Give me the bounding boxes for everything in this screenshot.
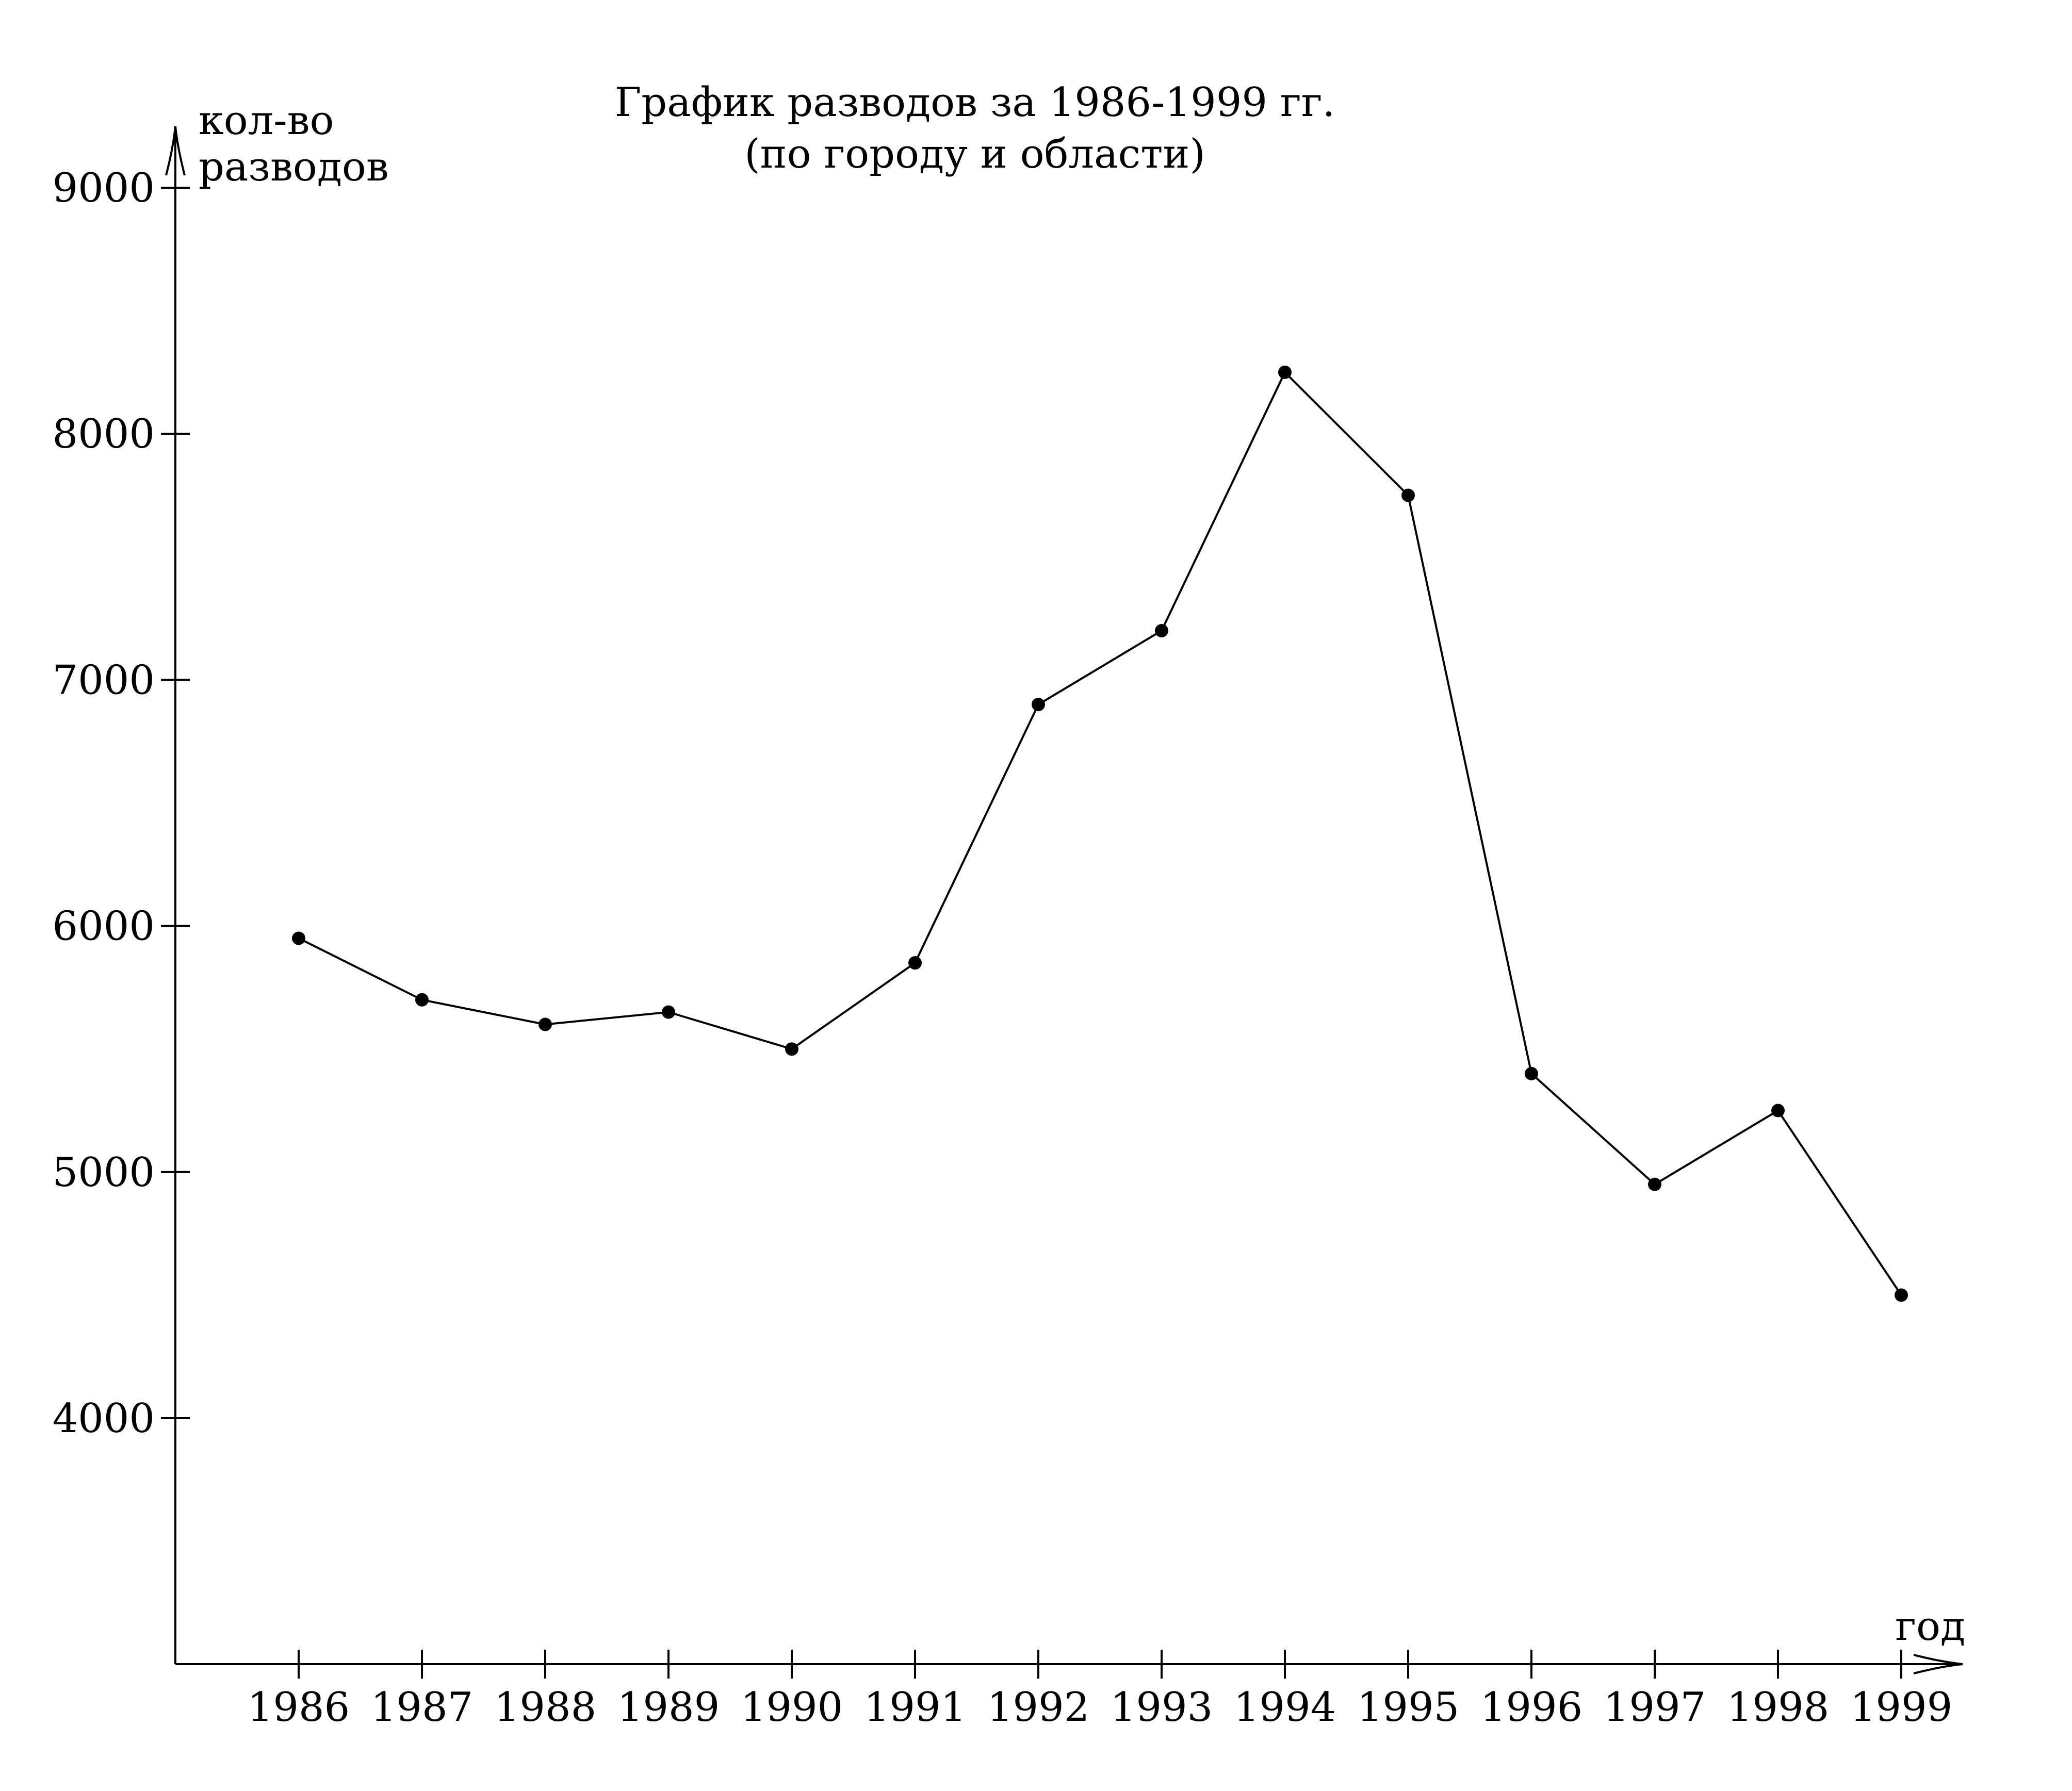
series-line [298, 371, 1902, 1296]
x-tick-label: 1986 [248, 1684, 350, 1731]
data-point [539, 1017, 552, 1031]
data-point [1525, 1066, 1538, 1080]
axes [165, 126, 1963, 1674]
x-tick-label: 1988 [494, 1684, 597, 1731]
data-point [1401, 488, 1415, 502]
data-point [1895, 1288, 1908, 1302]
data-point [292, 931, 305, 945]
data-point [908, 956, 922, 970]
series [292, 365, 1908, 1302]
y-axis-label-line1: кол-во [199, 97, 334, 144]
y-tick-label: 8000 [52, 411, 155, 457]
x-axis-arrowhead [1913, 1654, 1963, 1674]
y-tick-label: 6000 [52, 903, 155, 950]
x-ticks: 1986 1987 1988 1989 1990 1991 1992 1993 1994 1995… [248, 1650, 1953, 1731]
y-axis-arrowhead [165, 126, 186, 176]
chart-title: График разводов за 1986-1999 гг. [615, 79, 1335, 126]
y-tick-label: 7000 [52, 657, 155, 703]
data-point [415, 993, 429, 1007]
chart-subtitle: (по городу и области) [744, 131, 1205, 177]
data-point [1032, 698, 1045, 712]
x-tick-label: 1995 [1357, 1684, 1460, 1731]
y-axis-label-line2: разводов [199, 144, 389, 190]
x-tick-label: 1999 [1850, 1684, 1953, 1731]
data-point [1278, 365, 1292, 379]
y-ticks: 4000 5000 6000 7000 8000 9000 [52, 165, 190, 1442]
x-tick-label: 1992 [987, 1684, 1090, 1731]
y-tick-label: 9000 [52, 165, 155, 211]
x-tick-label: 1987 [371, 1684, 474, 1731]
x-axis-label: год [1895, 1603, 1965, 1650]
x-tick-label: 1991 [864, 1684, 967, 1731]
x-tick-label: 1997 [1604, 1684, 1706, 1731]
x-tick-label: 1998 [1727, 1684, 1830, 1731]
data-point [662, 1005, 675, 1019]
y-tick-label: 5000 [52, 1149, 155, 1196]
y-tick-label: 4000 [52, 1395, 155, 1442]
x-tick-label: 1994 [1234, 1684, 1336, 1731]
x-tick-label: 1989 [617, 1684, 720, 1731]
data-point [1648, 1177, 1661, 1191]
x-tick-label: 1990 [741, 1684, 843, 1731]
data-point [785, 1042, 798, 1056]
data-point [1771, 1104, 1785, 1118]
data-point [1155, 623, 1168, 637]
x-tick-label: 1993 [1111, 1684, 1213, 1731]
x-tick-label: 1996 [1480, 1684, 1583, 1731]
